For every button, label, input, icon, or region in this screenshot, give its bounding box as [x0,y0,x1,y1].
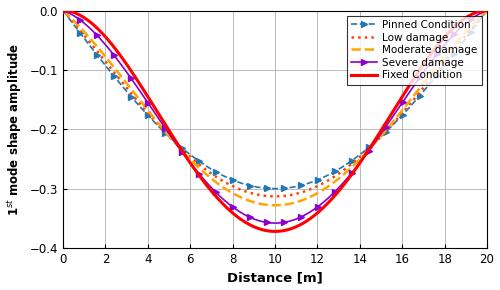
Line: Severe damage: Severe damage [60,8,490,226]
X-axis label: Distance [m]: Distance [m] [227,271,323,284]
Line: Low damage: Low damage [63,10,487,196]
Fixed Condition [264,229,270,233]
Severe damage [474,13,480,17]
Pinned Condition [474,21,480,25]
Pinned Condition [60,9,66,12]
Moderate damage [313,192,319,195]
Severe damage [60,9,66,12]
Pinned Condition [290,185,296,189]
Severe damage [262,220,268,224]
Fixed Condition [313,212,319,216]
Severe damage [313,206,319,210]
Pinned Condition [262,186,268,190]
Fixed Condition [484,9,490,12]
Moderate damage [272,204,278,207]
Low damage [290,193,296,196]
Severe damage [272,221,278,225]
Pinned Condition [272,187,278,191]
Moderate damage [60,9,66,12]
Severe damage [290,218,296,222]
Low damage [408,101,414,104]
Fixed Condition [474,10,480,14]
Pinned Condition [313,179,319,182]
Low damage [272,195,278,198]
Severe damage [408,88,414,91]
Fixed Condition [262,229,268,232]
Line: Pinned Condition: Pinned Condition [60,8,490,191]
Moderate damage [474,18,480,21]
Low damage [60,9,66,12]
Low damage [474,20,480,23]
Low damage [313,185,319,188]
Moderate damage [262,203,268,206]
Pinned Condition [264,186,270,190]
Moderate damage [264,203,270,206]
Low damage [262,194,268,197]
Pinned Condition [408,104,414,107]
Fixed Condition [272,230,278,233]
Severe damage [484,9,490,12]
Moderate damage [484,9,490,12]
Fixed Condition [408,81,414,84]
Y-axis label: 1$^{st}$ mode shape amplitude: 1$^{st}$ mode shape amplitude [6,43,24,216]
Line: Fixed Condition: Fixed Condition [63,10,487,231]
Line: Moderate damage: Moderate damage [63,10,487,205]
Low damage [264,194,270,198]
Pinned Condition [484,9,490,12]
Fixed Condition [290,226,296,230]
Low damage [484,9,490,12]
Severe damage [264,221,270,224]
Moderate damage [290,201,296,205]
Legend: Pinned Condition, Low damage, Moderate damage, Severe damage, Fixed Condition: Pinned Condition, Low damage, Moderate d… [347,16,482,84]
Moderate damage [408,97,414,101]
Fixed Condition [60,9,66,12]
